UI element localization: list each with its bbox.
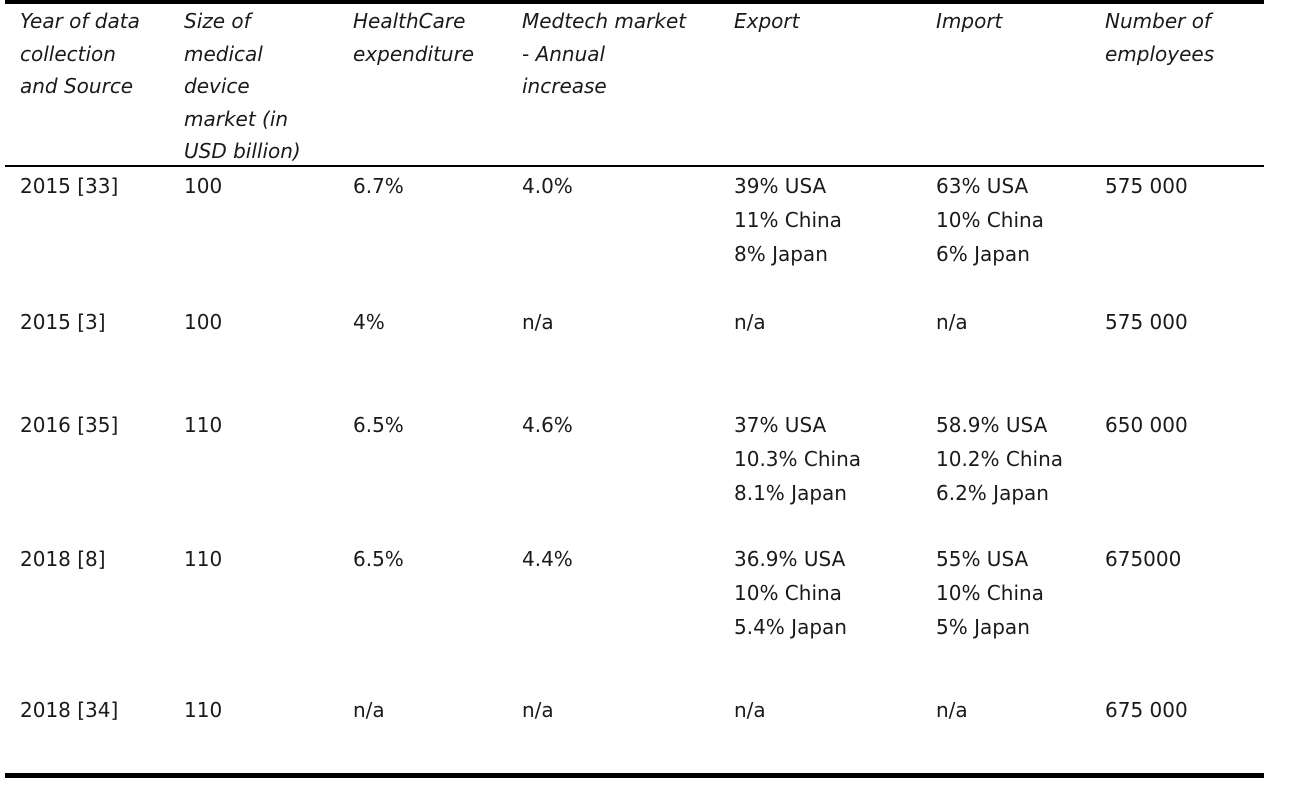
header-line: Export — [734, 9, 800, 33]
export-line: 8.1% Japan — [734, 481, 847, 505]
export-line: 8% Japan — [734, 242, 828, 266]
cell-year-source: 2016 [35] — [20, 413, 119, 437]
import-line: 58.9% USA — [936, 413, 1048, 437]
cell-healthcare-expenditure: n/a — [353, 698, 385, 722]
header-line: and Source — [20, 74, 134, 98]
header-employees: Number of employees — [1105, 5, 1214, 70]
cell-employees: 675 000 — [1105, 698, 1188, 722]
header-line: device — [184, 74, 250, 98]
export-line: 10% China — [734, 581, 842, 605]
header-year-source: Year of data collection and Source — [20, 5, 140, 103]
cell-import: 63% USA 10% China 6% Japan — [936, 169, 1044, 271]
cell-year-source: 2015 [3] — [20, 310, 106, 334]
bottom-rule — [5, 773, 1264, 778]
import-line: n/a — [936, 698, 968, 722]
header-line: Import — [936, 9, 1003, 33]
import-line: n/a — [936, 310, 968, 334]
import-line: 10% China — [936, 208, 1044, 232]
cell-export: 36.9% USA 10% China 5.4% Japan — [734, 542, 847, 644]
cell-employees: 575 000 — [1105, 174, 1188, 198]
import-line: 63% USA — [936, 174, 1029, 198]
cell-annual-increase: n/a — [522, 698, 554, 722]
header-line: Size of — [184, 9, 251, 33]
cell-import: 55% USA 10% China 5% Japan — [936, 542, 1044, 644]
export-line: 10.3% China — [734, 447, 862, 471]
cell-healthcare-expenditure: 6.5% — [353, 413, 404, 437]
cell-healthcare-expenditure: 6.7% — [353, 174, 404, 198]
export-line: 5.4% Japan — [734, 615, 847, 639]
import-line: 10% China — [936, 581, 1044, 605]
cell-employees: 675000 — [1105, 547, 1182, 571]
header-healthcare-expenditure: HealthCare expenditure — [353, 5, 474, 70]
header-line: collection — [20, 41, 116, 66]
cell-import: 58.9% USA 10.2% China 6.2% Japan — [936, 408, 1063, 510]
cell-market-size: 110 — [184, 413, 223, 437]
export-line: 39% USA — [734, 174, 827, 198]
header-annual-increase: Medtech market - Annual increase — [522, 5, 686, 103]
cell-market-size: 110 — [184, 698, 223, 722]
cell-annual-increase: 4.0% — [522, 174, 573, 198]
import-line: 5% Japan — [936, 615, 1030, 639]
header-import: Import — [936, 5, 1002, 38]
header-line: HealthCare — [353, 9, 466, 33]
header-market-size: Size of medical device market (in USD bi… — [184, 5, 301, 168]
header-line: Number of — [1105, 9, 1211, 33]
header-line: increase — [522, 74, 607, 98]
export-line: 37% USA — [734, 413, 827, 437]
cell-year-source: 2018 [8] — [20, 547, 106, 571]
cell-annual-increase: n/a — [522, 310, 554, 334]
header-line: - Annual — [522, 41, 606, 66]
import-line: 55% USA — [936, 547, 1029, 571]
cell-export: 39% USA 11% China 8% Japan — [734, 169, 842, 271]
cell-market-size: 100 — [184, 174, 223, 198]
header-export: Export — [734, 5, 799, 38]
import-line: 6% Japan — [936, 242, 1030, 266]
export-line: n/a — [734, 310, 766, 334]
header-line: expenditure — [353, 41, 475, 66]
cell-annual-increase: 4.6% — [522, 413, 573, 437]
cell-export: n/a — [734, 693, 766, 727]
export-line: 36.9% USA — [734, 547, 846, 571]
header-line: Medtech market — [522, 9, 687, 33]
header-rule — [5, 165, 1264, 167]
top-rule — [5, 0, 1264, 4]
header-line: Year of data — [20, 9, 140, 33]
export-line: n/a — [734, 698, 766, 722]
cell-import: n/a — [936, 305, 968, 339]
header-line: market (in — [184, 106, 289, 131]
cell-annual-increase: 4.4% — [522, 547, 573, 571]
cell-export: n/a — [734, 305, 766, 339]
cell-employees: 650 000 — [1105, 413, 1188, 437]
cell-market-size: 100 — [184, 310, 223, 334]
cell-healthcare-expenditure: 6.5% — [353, 547, 404, 571]
cell-employees: 575 000 — [1105, 310, 1188, 334]
cell-export: 37% USA 10.3% China 8.1% Japan — [734, 408, 861, 510]
cell-year-source: 2015 [33] — [20, 174, 119, 198]
import-line: 10.2% China — [936, 447, 1064, 471]
header-line: USD billion) — [184, 139, 301, 163]
cell-market-size: 110 — [184, 547, 223, 571]
cell-import: n/a — [936, 693, 968, 727]
header-line: employees — [1105, 41, 1215, 66]
cell-healthcare-expenditure: 4% — [353, 310, 385, 334]
cell-year-source: 2018 [34] — [20, 698, 119, 722]
import-line: 6.2% Japan — [936, 481, 1049, 505]
export-line: 11% China — [734, 208, 842, 232]
header-line: medical — [184, 41, 263, 66]
